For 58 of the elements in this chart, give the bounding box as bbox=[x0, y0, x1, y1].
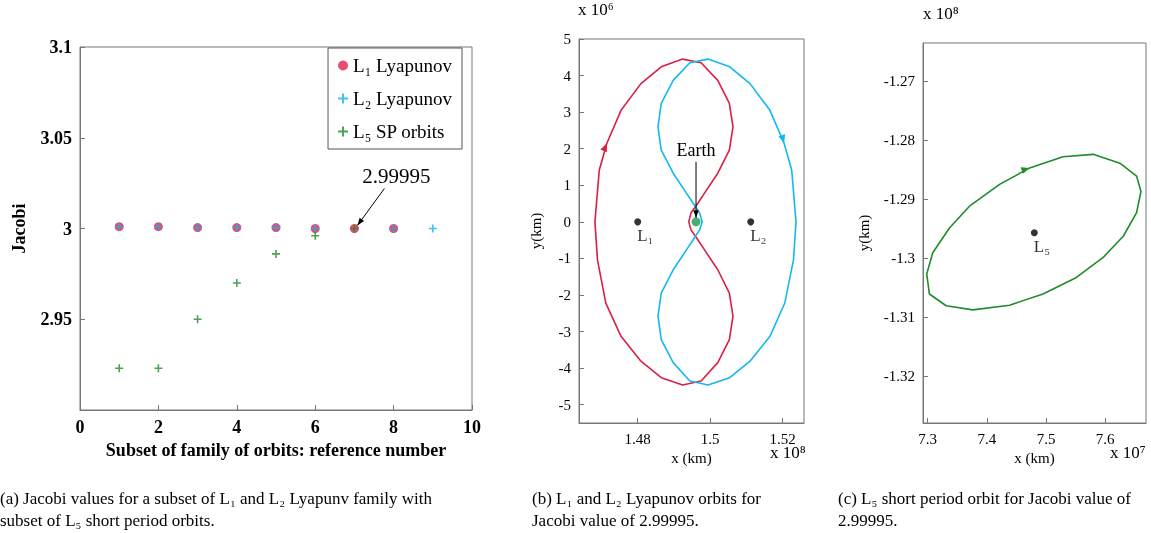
text: (a) Jacobi values for a subset of L₁ and L₂ Lyapunv family with subset of L₅ short period orbits. bbox=[0, 488, 437, 530]
y-tick-label: -1.3 bbox=[891, 250, 915, 267]
y-tick-label: 3 bbox=[63, 218, 72, 239]
series-label: L₅ bbox=[1033, 237, 1051, 257]
y-tick-label: -1.29 bbox=[883, 191, 915, 208]
y-tick-label: 5 bbox=[563, 31, 571, 47]
point bbox=[193, 315, 202, 324]
series-label: L₁ bbox=[637, 226, 654, 246]
x-tick-label: 1.48 bbox=[624, 430, 651, 447]
y-tick-label: -1.32 bbox=[883, 367, 915, 384]
point bbox=[115, 364, 124, 373]
y-tick-label: -3 bbox=[558, 323, 571, 340]
x-tick-label: 4 bbox=[232, 417, 242, 437]
y-tick-label: 1 bbox=[563, 177, 571, 194]
x-axis-title: x (km) bbox=[1014, 450, 1055, 468]
text: x 10⁶ bbox=[578, 0, 614, 19]
series-label: L₂ bbox=[750, 226, 767, 246]
y-tick-label: 4 bbox=[563, 67, 572, 84]
y-tick-label: -1.27 bbox=[883, 73, 916, 90]
point bbox=[272, 249, 280, 258]
x-tick-label: 7.5 bbox=[1036, 430, 1056, 447]
y-tick-label: -1.28 bbox=[883, 132, 915, 149]
legend-label: L₅ SP orbits bbox=[353, 121, 445, 142]
legend-label: L₂ Lyapunov bbox=[353, 88, 453, 109]
x-axis-title: Subset of family of orbits: reference number bbox=[105, 439, 447, 460]
x-tick-label: 7.4 bbox=[977, 430, 997, 447]
y-tick-label: 0 bbox=[563, 213, 571, 230]
y-tick-label: -5 bbox=[558, 396, 571, 413]
y-tick-label: 3 bbox=[563, 104, 571, 121]
annotation: Earth bbox=[676, 139, 716, 160]
y-tick-label: -1.31 bbox=[883, 308, 915, 325]
y-axis-title: y(km) bbox=[855, 214, 873, 252]
legend-label: L₁ Lyapunov bbox=[353, 55, 453, 76]
point bbox=[154, 364, 163, 373]
annotation: 2.99995 bbox=[362, 163, 431, 188]
y-tick-label: 2 bbox=[563, 140, 571, 157]
point bbox=[428, 224, 437, 233]
x-tick-label: 0 bbox=[75, 417, 85, 437]
y-axis-title: Jacobi bbox=[9, 203, 29, 254]
y-tick-label: 3.1 bbox=[49, 37, 72, 57]
x-tick-label: 6 bbox=[310, 417, 320, 437]
text: (c) L₅ short period orbit for Jacobi value of 2.99995. bbox=[838, 488, 1136, 530]
x-tick-label: 7.3 bbox=[918, 430, 938, 447]
text: (b) L₁ and L₂ Lyapunov orbits for Jacobi value of 2.99995. bbox=[532, 488, 766, 530]
y-tick-label: -2 bbox=[558, 287, 571, 303]
x-tick-label: 1.5 bbox=[700, 430, 720, 447]
x-axis-title: x (km) bbox=[671, 450, 712, 468]
y-tick-label: 2.95 bbox=[40, 309, 72, 330]
y-tick-label: -4 bbox=[558, 360, 572, 377]
point bbox=[232, 278, 241, 287]
x-tick-label: 8 bbox=[389, 417, 399, 437]
x-tick-label: 10 bbox=[463, 417, 481, 437]
x-tick-label: 2 bbox=[153, 417, 163, 437]
point bbox=[311, 231, 320, 240]
text: x 10⁸ bbox=[923, 4, 959, 23]
y-tick-label: 3.05 bbox=[40, 127, 72, 148]
y-axis-title: y(km) bbox=[527, 212, 545, 250]
y-tick-label: -1 bbox=[558, 250, 571, 267]
